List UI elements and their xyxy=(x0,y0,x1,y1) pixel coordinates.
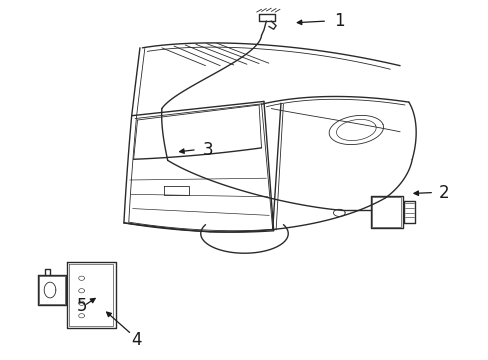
Text: 4: 4 xyxy=(131,331,142,349)
Text: 5: 5 xyxy=(77,297,87,315)
Text: 3: 3 xyxy=(203,141,213,159)
Text: 2: 2 xyxy=(438,184,448,202)
Text: 1: 1 xyxy=(334,12,345,30)
